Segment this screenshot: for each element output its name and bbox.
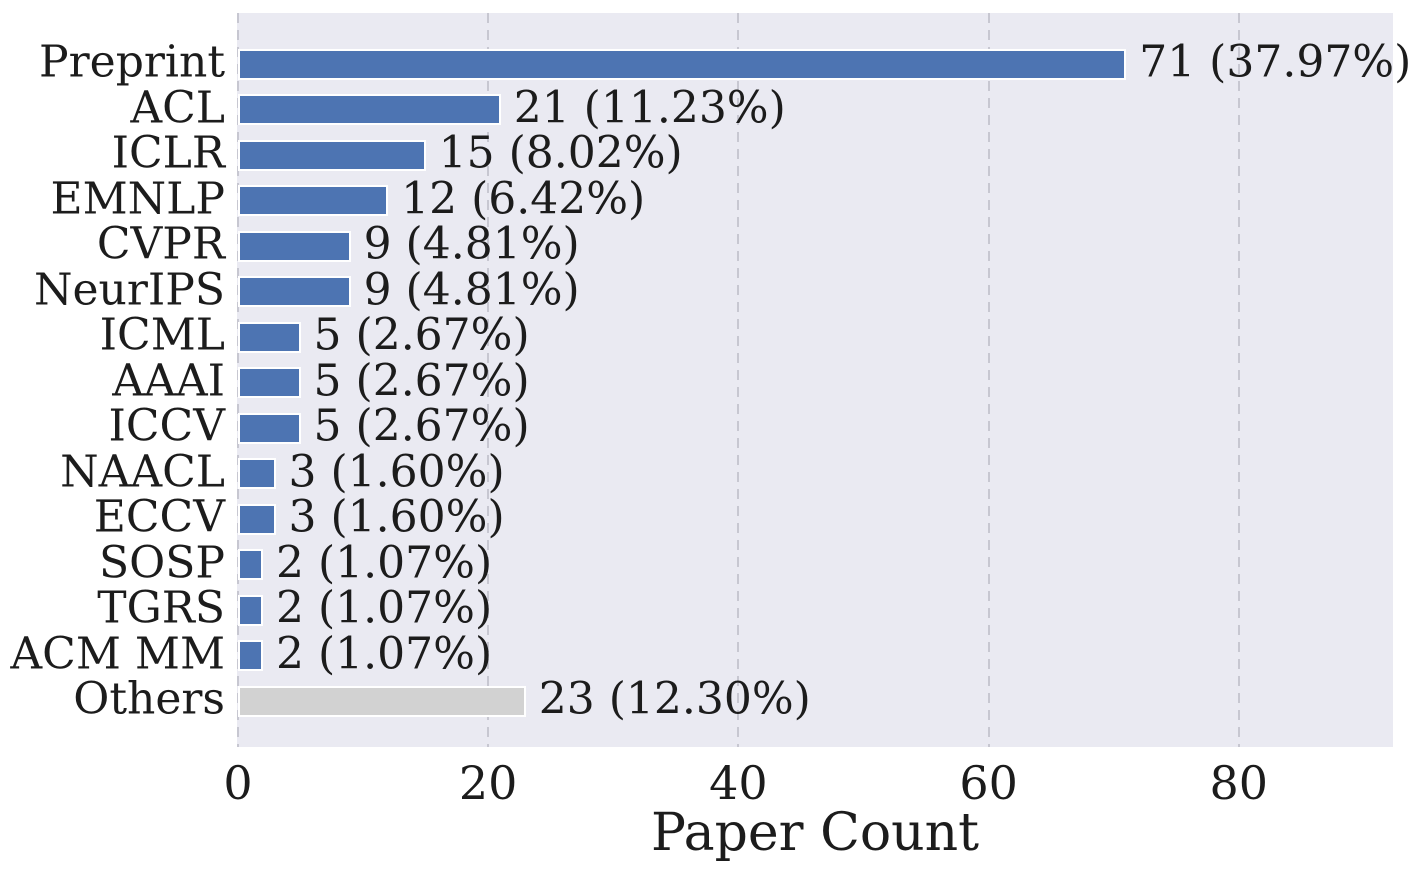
x-axis: 0 20 40 60 80 xyxy=(0,758,1408,818)
bar-aaai xyxy=(238,367,301,398)
y-tick-label-preprint: Preprint xyxy=(39,36,225,88)
bar-value-label-acm-mm: 2 (1.07%) xyxy=(276,628,493,680)
bar-naacl xyxy=(238,458,276,489)
gridline-x-80 xyxy=(1237,13,1240,747)
x-axis-title: Paper Count xyxy=(650,803,980,863)
bar-acl xyxy=(238,94,501,125)
y-axis: Preprint ACL ICLR EMNLP CVPR NeurIPS ICML AAAI I… xyxy=(0,0,225,760)
gridline-x-20 xyxy=(487,13,490,747)
bar-value-label-eccv: 3 (1.60%) xyxy=(288,491,505,543)
y-tick-label-tgrs: TGRS xyxy=(97,582,225,634)
y-tick-label-aaai: AAAI xyxy=(112,355,225,407)
gridline-x-40 xyxy=(737,13,740,747)
y-tick-label-cvpr: CVPR xyxy=(96,218,225,270)
bar-eccv xyxy=(238,503,276,535)
x-tick-label-40: 40 xyxy=(709,756,768,810)
y-tick-label-eccv: ECCV xyxy=(93,491,225,543)
bar-value-label-tgrs: 2 (1.07%) xyxy=(276,582,493,634)
bar-value-label-acl: 21 (11.23%) xyxy=(513,82,786,134)
plot-area: 71 (37.97%) 21 (11.23%) 15 (8.02%) 12 (6.42… xyxy=(237,13,1408,747)
y-tick-label-others: Others xyxy=(73,673,225,725)
y-tick-label-emnlp: EMNLP xyxy=(50,173,226,225)
bar-value-label-neurips: 9 (4.81%) xyxy=(363,264,580,316)
bar-emnlp xyxy=(238,185,389,216)
x-tick-label-20: 20 xyxy=(458,756,518,810)
y-tick-label-acl: ACL xyxy=(130,82,225,134)
bar-value-label-cvpr: 9 (4.81%) xyxy=(363,218,580,270)
x-tick-label-0: 0 xyxy=(223,756,253,810)
bar-neurips xyxy=(238,276,351,307)
x-tick-label-60: 60 xyxy=(959,756,1018,810)
bar-sosp xyxy=(238,549,264,580)
bar-acm-mm xyxy=(238,640,264,671)
bar-value-label-iclr: 15 (8.02%) xyxy=(438,127,683,179)
bar-iccv xyxy=(238,412,301,444)
bar-others xyxy=(238,685,526,717)
y-tick-label-neurips: NeurIPS xyxy=(33,264,225,316)
bar-value-label-icml: 5 (2.67%) xyxy=(313,309,530,361)
y-tick-label-sosp: SOSP xyxy=(99,537,225,589)
y-tick-label-iccv: ICCV xyxy=(108,400,226,452)
bar-value-label-emnlp: 12 (6.42%) xyxy=(401,173,646,225)
bar-value-label-preprint: 71 (37.97%) xyxy=(1139,36,1408,88)
bar-preprint xyxy=(238,48,1127,80)
bar-icml xyxy=(238,321,301,353)
bar-value-label-iccv: 5 (2.67%) xyxy=(313,400,530,452)
bar-cvpr xyxy=(238,230,351,262)
bar-iclr xyxy=(238,139,426,171)
y-tick-label-acm-mm: ACM MM xyxy=(10,628,225,680)
bar-tgrs xyxy=(238,594,264,626)
bar-value-label-naacl: 3 (1.60%) xyxy=(288,446,505,498)
bar-value-label-sosp: 2 (1.07%) xyxy=(276,537,493,589)
bar-value-label-aaai: 5 (2.67%) xyxy=(313,355,530,407)
x-tick-label-80: 80 xyxy=(1209,756,1269,810)
bar-value-label-others: 23 (12.30%) xyxy=(538,673,811,725)
gridline-x-60 xyxy=(987,13,990,747)
y-tick-label-naacl: NAACL xyxy=(60,446,225,498)
y-tick-label-iclr: ICLR xyxy=(111,127,225,179)
y-tick-label-icml: ICML xyxy=(99,309,225,361)
